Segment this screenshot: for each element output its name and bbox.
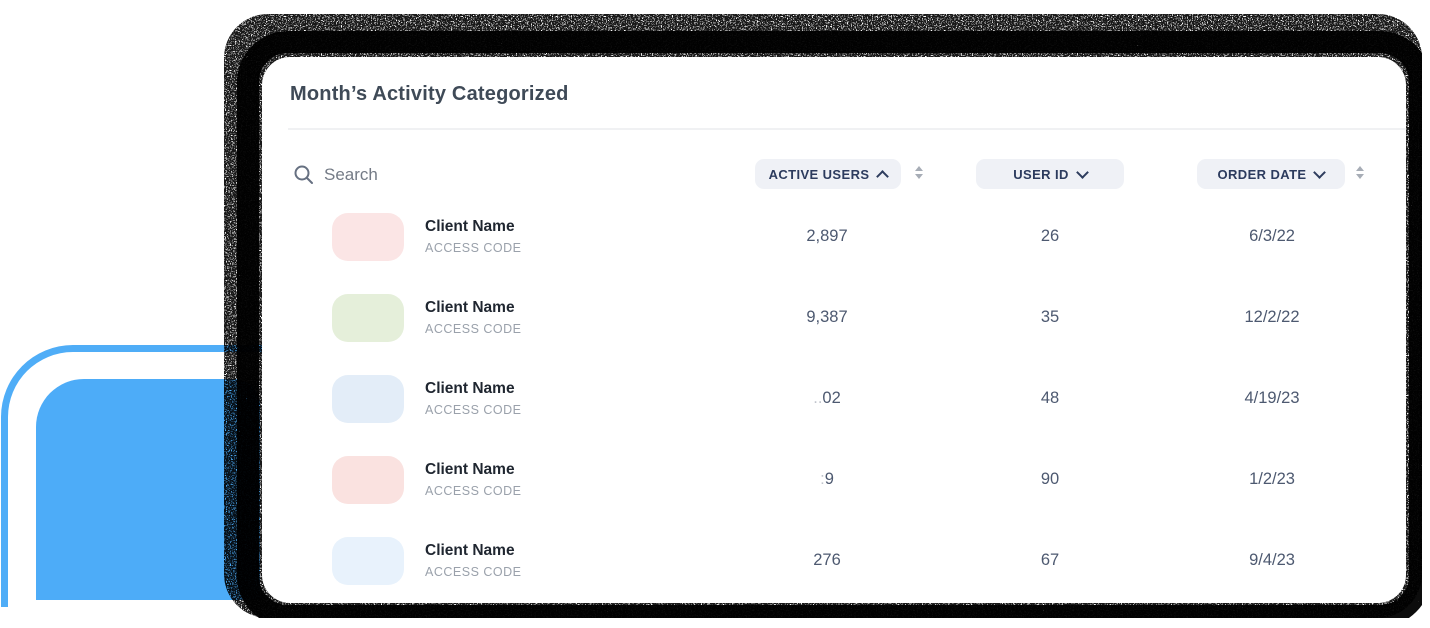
- table-row[interactable]: Client Name ACCESS CODE :9 90 1/2/23: [262, 439, 1406, 520]
- access-code: ACCESS CODE: [425, 484, 522, 498]
- client-name: Client Name: [425, 542, 515, 559]
- column-header-user-id[interactable]: USER ID: [976, 159, 1124, 189]
- access-code: ACCESS CODE: [425, 565, 522, 579]
- table-row[interactable]: Client Name ACCESS CODE 276 67 9/4/23: [262, 520, 1406, 601]
- order-date-value: 4/19/23: [1244, 389, 1300, 407]
- sort-toggle-order-date[interactable]: [1356, 166, 1364, 179]
- order-date-value: 12/2/22: [1244, 308, 1300, 326]
- user-id-value: 35: [1040, 308, 1060, 326]
- column-header-active-users[interactable]: ACTIVE USERS: [755, 159, 901, 189]
- chevron-down-icon: [1313, 166, 1327, 179]
- client-avatar: [332, 212, 404, 261]
- client-name: Client Name: [425, 380, 515, 397]
- chevron-up-icon: [876, 169, 890, 183]
- order-date-value: 1/2/23: [1249, 470, 1295, 488]
- blue-corner-outline-shape: [1, 345, 264, 607]
- sort-up-icon: [1356, 166, 1364, 171]
- activity-card: Month’s Activity Categorized ACTIVE USER…: [262, 57, 1406, 603]
- faded-digits: ..: [813, 389, 823, 407]
- client-info: Client Name ACCESS CODE: [404, 542, 722, 579]
- column-header-order-date[interactable]: ORDER DATE: [1197, 159, 1345, 189]
- user-id-value: 48: [1040, 389, 1060, 407]
- client-name: Client Name: [425, 218, 515, 235]
- user-id-value: 67: [1040, 551, 1060, 569]
- active-users-value: :9: [820, 470, 834, 488]
- chevron-down-icon: [1075, 166, 1089, 179]
- blue-rounded-rectangle-shape: [36, 379, 260, 600]
- title-divider: [288, 128, 1406, 130]
- sort-down-icon: [915, 174, 923, 179]
- access-code: ACCESS CODE: [425, 241, 522, 255]
- faded-digits: :: [820, 470, 825, 488]
- client-info: Client Name ACCESS CODE: [404, 218, 722, 255]
- column-label: USER ID: [1013, 166, 1069, 182]
- active-users-value: ..02: [813, 389, 841, 407]
- sort-down-icon: [1356, 174, 1364, 179]
- client-avatar: [332, 536, 404, 585]
- client-avatar: [332, 293, 404, 342]
- column-label: ACTIVE USERS: [768, 166, 870, 182]
- user-id-value: 90: [1040, 470, 1060, 488]
- search-icon: [294, 165, 313, 184]
- client-name: Client Name: [425, 299, 515, 316]
- active-users-value: 9,387: [806, 308, 848, 326]
- access-code: ACCESS CODE: [425, 322, 522, 336]
- client-avatar: [332, 374, 404, 423]
- order-date-value: 6/3/22: [1249, 227, 1295, 245]
- client-info: Client Name ACCESS CODE: [404, 299, 722, 336]
- search-input[interactable]: [322, 159, 656, 191]
- page-title: Month’s Activity Categorized: [290, 83, 569, 105]
- client-info: Client Name ACCESS CODE: [404, 380, 722, 417]
- column-label: ORDER DATE: [1217, 166, 1307, 182]
- client-name: Client Name: [425, 461, 515, 478]
- order-date-value: 9/4/23: [1249, 551, 1295, 569]
- table-row[interactable]: Client Name ACCESS CODE 2,897 26 6/3/22: [262, 196, 1406, 277]
- client-list: Client Name ACCESS CODE 2,897 26 6/3/22 …: [262, 196, 1406, 601]
- sort-up-icon: [915, 166, 923, 171]
- table-row[interactable]: Client Name ACCESS CODE ..02 48 4/19/23: [262, 358, 1406, 439]
- active-users-value: 2,897: [806, 227, 848, 245]
- user-id-value: 26: [1040, 227, 1060, 245]
- toolbar: ACTIVE USERS USER ID ORDER DATE: [262, 159, 1406, 191]
- table-row[interactable]: Client Name ACCESS CODE 9,387 35 12/2/22: [262, 277, 1406, 358]
- client-avatar: [332, 455, 404, 504]
- active-users-value: 276: [813, 551, 841, 569]
- sort-toggle-active-users[interactable]: [915, 166, 923, 179]
- client-info: Client Name ACCESS CODE: [404, 461, 722, 498]
- access-code: ACCESS CODE: [425, 403, 522, 417]
